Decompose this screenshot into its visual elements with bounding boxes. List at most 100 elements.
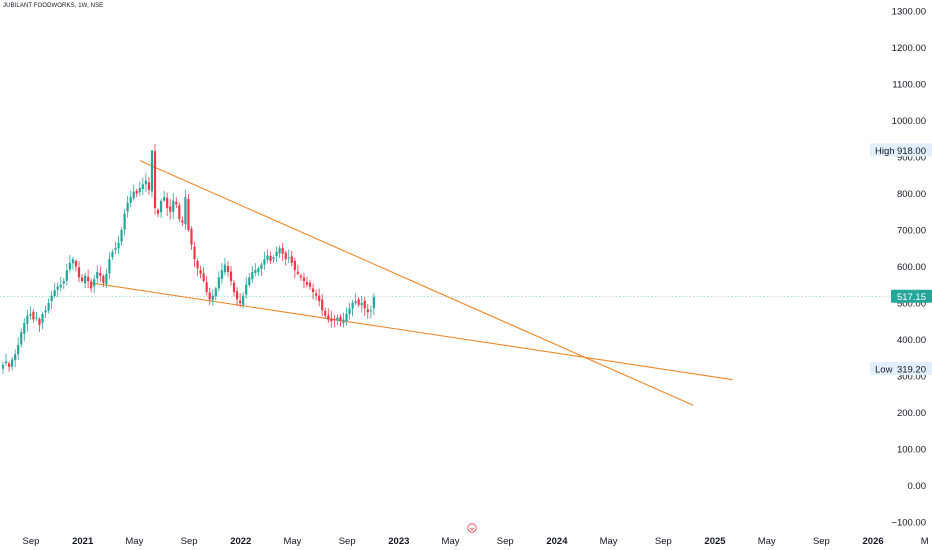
candle[interactable] (117, 235, 120, 254)
candle[interactable] (50, 291, 53, 310)
candle[interactable] (87, 269, 90, 289)
trendlines[interactable] (91, 160, 733, 406)
candle[interactable] (123, 209, 126, 236)
candle[interactable] (108, 252, 111, 279)
candle[interactable] (14, 349, 17, 368)
trendline[interactable] (139, 160, 694, 406)
candle[interactable] (166, 192, 169, 217)
candle[interactable] (296, 265, 299, 276)
candle[interactable] (150, 150, 154, 197)
candle[interactable] (77, 260, 81, 283)
candle[interactable] (7, 361, 11, 372)
candle[interactable] (254, 263, 257, 277)
candle[interactable] (74, 259, 78, 272)
candle[interactable] (1, 361, 5, 374)
candle[interactable] (305, 276, 309, 288)
candle[interactable] (235, 287, 239, 307)
candle[interactable] (299, 273, 303, 281)
candle[interactable] (360, 295, 363, 313)
candle[interactable] (38, 317, 41, 332)
candle[interactable] (275, 246, 278, 262)
candle[interactable] (132, 184, 135, 201)
candle[interactable] (366, 303, 369, 319)
candle[interactable] (11, 357, 14, 371)
candle[interactable] (41, 312, 44, 330)
candle[interactable] (226, 261, 230, 277)
candle[interactable] (17, 337, 20, 360)
candle[interactable] (339, 314, 342, 327)
candle[interactable] (147, 176, 151, 195)
candle[interactable] (32, 309, 35, 323)
candle[interactable] (93, 274, 96, 294)
candle[interactable] (229, 265, 233, 286)
candle[interactable] (62, 277, 65, 290)
candle[interactable] (169, 199, 172, 220)
candle[interactable] (29, 306, 32, 320)
candle[interactable] (308, 280, 312, 291)
candle[interactable] (129, 190, 132, 208)
candle[interactable] (111, 249, 114, 261)
candle[interactable] (257, 266, 260, 276)
candle[interactable] (223, 257, 227, 276)
candle[interactable] (114, 241, 117, 255)
candle[interactable] (156, 208, 160, 218)
candle[interactable] (372, 293, 375, 315)
candle[interactable] (172, 193, 175, 219)
candle[interactable] (44, 305, 47, 318)
candle[interactable] (96, 265, 99, 284)
candle[interactable] (68, 254, 71, 273)
candle[interactable] (184, 189, 187, 230)
candle[interactable] (324, 307, 327, 319)
candle[interactable] (302, 272, 306, 289)
candle[interactable] (175, 197, 178, 209)
candle[interactable] (196, 258, 199, 276)
candle[interactable] (281, 242, 284, 262)
candle[interactable] (83, 272, 87, 289)
candle[interactable] (205, 275, 208, 296)
candle[interactable] (284, 250, 287, 266)
candle[interactable] (248, 272, 251, 288)
candle[interactable] (99, 266, 102, 282)
candle[interactable] (178, 202, 181, 222)
candle[interactable] (90, 278, 93, 293)
candle[interactable] (345, 307, 348, 326)
candle[interactable] (126, 196, 129, 218)
candle[interactable] (193, 241, 196, 268)
candle[interactable] (287, 249, 290, 264)
candle[interactable] (327, 308, 330, 324)
candle[interactable] (102, 274, 105, 287)
candle[interactable] (190, 226, 193, 251)
candle[interactable] (251, 265, 254, 284)
candle[interactable] (342, 312, 345, 328)
candle[interactable] (278, 245, 281, 259)
candle[interactable] (330, 310, 333, 328)
candle[interactable] (202, 267, 205, 283)
candle[interactable] (357, 297, 360, 308)
candle[interactable] (35, 311, 38, 321)
candle[interactable] (269, 251, 272, 265)
candle[interactable] (336, 314, 339, 326)
candle[interactable] (245, 276, 248, 299)
candle[interactable] (217, 271, 220, 292)
candle[interactable] (239, 292, 242, 308)
candle[interactable] (59, 276, 62, 292)
reset-zoom-icon[interactable] (467, 523, 477, 533)
candle[interactable] (260, 262, 263, 277)
candle[interactable] (65, 263, 68, 286)
candle[interactable] (363, 296, 366, 316)
candle[interactable] (321, 293, 324, 317)
candle[interactable] (105, 268, 108, 288)
candle[interactable] (141, 177, 144, 196)
candle[interactable] (293, 257, 296, 279)
candle[interactable] (208, 287, 211, 305)
candle[interactable] (26, 309, 29, 332)
candle[interactable] (211, 289, 214, 306)
candle[interactable] (47, 298, 50, 314)
candle[interactable] (181, 216, 184, 227)
candle[interactable] (53, 282, 56, 299)
candle[interactable] (199, 265, 202, 279)
candle[interactable] (266, 249, 269, 264)
candle[interactable] (144, 173, 147, 192)
candle[interactable] (333, 315, 336, 328)
candle[interactable] (56, 282, 59, 297)
